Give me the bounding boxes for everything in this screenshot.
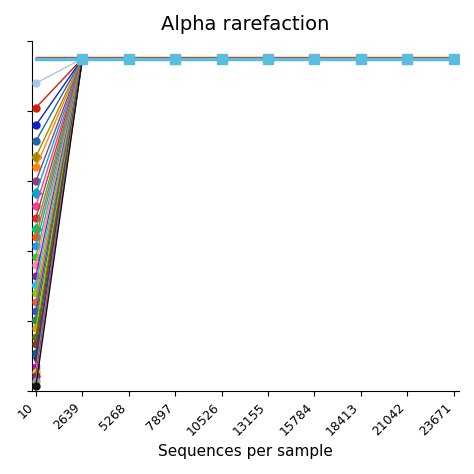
X-axis label: Sequences per sample: Sequences per sample (158, 444, 333, 459)
Title: Alpha rarefaction: Alpha rarefaction (162, 15, 330, 34)
